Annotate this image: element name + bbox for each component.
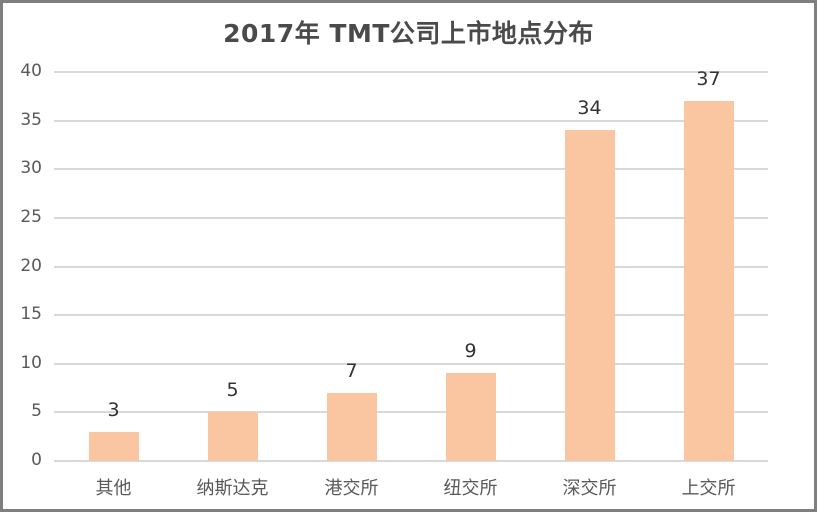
x-category-label: 纽交所 xyxy=(443,478,498,499)
y-tick-label: 15 xyxy=(20,304,42,325)
y-tick-label: 25 xyxy=(20,206,42,227)
y-tick-label: 40 xyxy=(20,61,42,81)
bar xyxy=(445,373,496,461)
y-tick-label: 20 xyxy=(20,255,42,276)
x-category-label: 港交所 xyxy=(324,478,379,499)
y-tick-label: 0 xyxy=(31,450,42,470)
gridline xyxy=(54,119,768,122)
data-label: 3 xyxy=(107,398,120,421)
bar xyxy=(88,431,139,461)
y-tick-label: 10 xyxy=(20,352,42,373)
gridline xyxy=(54,265,768,268)
data-label: 7 xyxy=(345,359,358,382)
bar xyxy=(326,392,377,461)
data-label: 5 xyxy=(226,379,239,402)
gridline xyxy=(54,168,768,171)
x-category-label: 纳斯达克 xyxy=(196,478,269,499)
chart-title: 2017年 TMT公司上市地点分布 xyxy=(223,19,594,48)
x-category-label: 其他 xyxy=(95,478,132,499)
data-label: 9 xyxy=(464,340,477,363)
data-label: 37 xyxy=(696,68,721,91)
data-label: 34 xyxy=(577,97,602,120)
bar xyxy=(564,130,615,461)
gridline xyxy=(54,460,768,462)
y-tick-label: 5 xyxy=(31,401,42,422)
x-category-label: 上交所 xyxy=(681,478,736,499)
x-category-label: 深交所 xyxy=(562,478,617,499)
y-tick-label: 30 xyxy=(20,158,42,179)
gridline xyxy=(54,362,768,365)
gridline xyxy=(54,411,768,414)
y-tick-label: 35 xyxy=(20,109,42,130)
bar xyxy=(207,412,258,461)
gridline xyxy=(54,216,768,219)
gridline xyxy=(54,314,768,317)
gridline xyxy=(54,71,768,73)
bar xyxy=(683,101,734,461)
